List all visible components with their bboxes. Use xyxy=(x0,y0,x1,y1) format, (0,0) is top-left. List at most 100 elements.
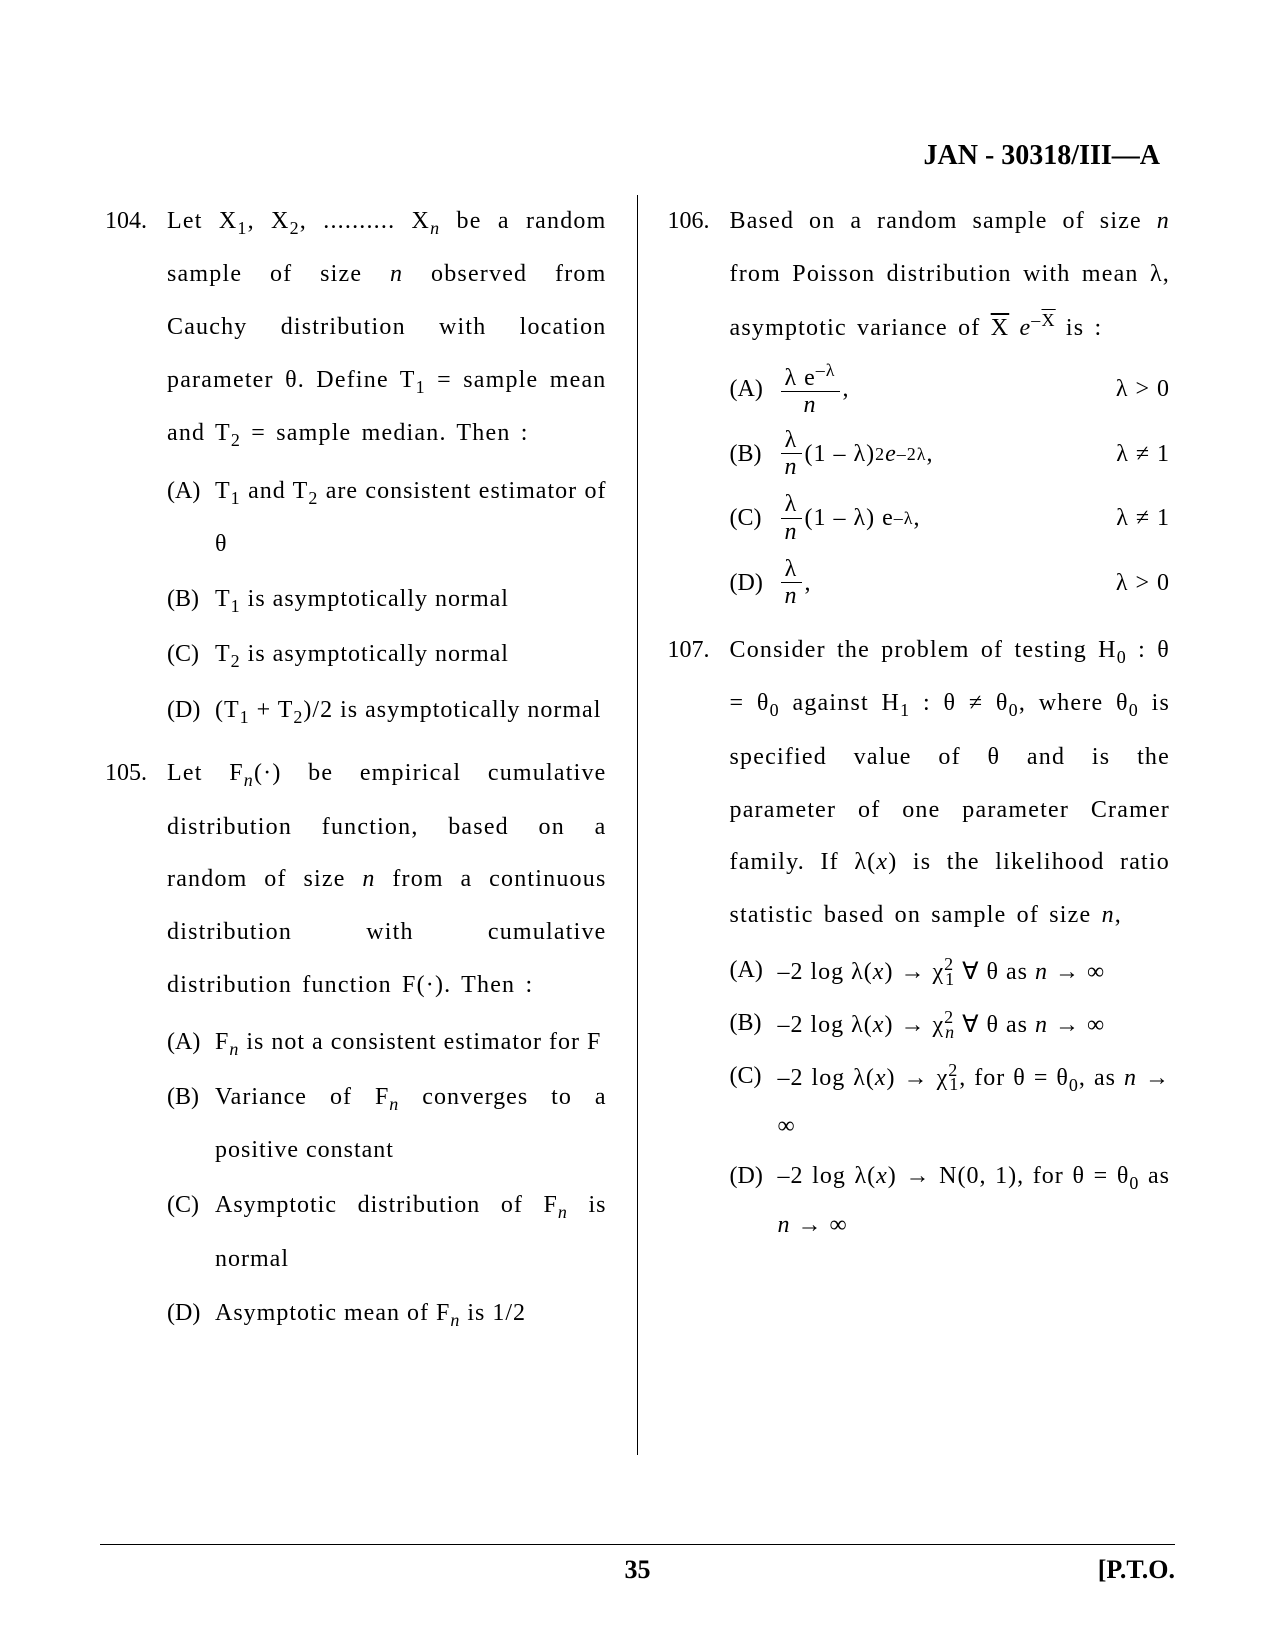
option-a: (A) T1 and T2 are consistent estimator o… xyxy=(167,465,607,571)
t: (T xyxy=(215,697,240,723)
t: against H xyxy=(780,690,900,716)
t: , xyxy=(1115,902,1122,928)
text-part: Let X xyxy=(167,208,237,234)
t: is 1/2 xyxy=(460,1300,526,1326)
content-area: 104. Let X1, X2, .......... Xn be a rand… xyxy=(100,195,1175,1455)
option-text: λ n , λ > 0 xyxy=(778,552,1171,614)
subscript: 0 xyxy=(770,700,780,720)
option-text: –2 log λ(x) → χ21, for θ = θ0, as n → ∞ xyxy=(778,1052,1171,1151)
t: Asymptotic mean of F xyxy=(215,1300,450,1326)
option-text: (T1 + T2)/2 is asymptotically normal xyxy=(215,684,607,737)
t: ) → χ xyxy=(884,1012,944,1038)
fraction: λ e–λ n xyxy=(781,361,840,419)
condition: λ > 0 xyxy=(1086,358,1170,420)
var-n: n xyxy=(390,261,403,287)
t: Asymptotic distribution of F xyxy=(215,1192,558,1218)
var-n: n xyxy=(1035,1012,1048,1038)
var-n: n xyxy=(362,866,375,892)
superscript: –λ xyxy=(816,360,836,380)
question-106: 106. Based on a random sample of size n … xyxy=(668,195,1171,616)
subscript: 0 xyxy=(1117,647,1127,667)
t: F xyxy=(215,1029,229,1055)
chi-sub-sup: 21 xyxy=(948,1065,959,1091)
numerator: λ xyxy=(781,491,802,518)
e: e xyxy=(885,423,897,485)
option-label: (C) xyxy=(730,1052,778,1151)
question-text: Let X1, X2, .......... Xn be a random sa… xyxy=(167,195,607,461)
t: ) → N(0, 1), for θ = θ xyxy=(888,1163,1130,1189)
page-number: 35 xyxy=(200,1555,1075,1585)
option-label: (B) xyxy=(167,573,215,626)
exam-page: JAN - 30318/III—A 104. Let X1, X2, .....… xyxy=(0,0,1275,1650)
option-a: (A) –2 log λ(x) → χ21 ∀ θ as n → ∞ xyxy=(730,946,1171,997)
fraction: λ n xyxy=(781,427,802,481)
subscript: 2 xyxy=(231,430,241,450)
var-x: x xyxy=(876,849,888,875)
option-text: Variance of Fn converges to a positive c… xyxy=(215,1071,607,1177)
option-text: –2 log λ(x) → χ21 ∀ θ as n → ∞ xyxy=(778,946,1171,997)
fraction: λ n xyxy=(781,491,802,545)
var-x: x xyxy=(876,1163,888,1189)
superscript: 2 xyxy=(875,431,885,478)
var-x: x xyxy=(873,959,885,985)
numerator: λ xyxy=(781,556,802,583)
subscript: 0 xyxy=(1069,1074,1079,1094)
option-label: (A) xyxy=(730,358,778,420)
option-text: λ n (1 – λ) e–λ, λ ≠ 1 xyxy=(778,487,1171,549)
var-n: n xyxy=(1035,959,1048,985)
option-text: T1 is asymptotically normal xyxy=(215,573,607,626)
question-number: 105. xyxy=(105,747,167,1343)
option-text: λ e–λ n , λ > 0 xyxy=(778,358,1171,420)
option-a: (A) Fn is not a consistent estimator for… xyxy=(167,1016,607,1069)
option-c: (C) –2 log λ(x) → χ21, for θ = θ0, as n … xyxy=(730,1052,1171,1151)
question-104: 104. Let X1, X2, .......... Xn be a rand… xyxy=(105,195,607,739)
t: Let F xyxy=(167,760,244,786)
subscript: 2 xyxy=(293,707,303,727)
option-c: (C) λ n (1 – λ) e–λ, λ ≠ 1 xyxy=(730,487,1171,549)
right-column: 106. Based on a random sample of size n … xyxy=(638,195,1176,1455)
subscript: 1 xyxy=(237,218,247,238)
option-b: (B) T1 is asymptotically normal xyxy=(167,573,607,626)
option-text: Asymptotic distribution of Fn is normal xyxy=(215,1179,607,1285)
page-footer: 35 [P.T.O. xyxy=(100,1544,1175,1585)
t: + T xyxy=(250,697,294,723)
subscript: 1 xyxy=(231,488,241,508)
left-column: 104. Let X1, X2, .......... Xn be a rand… xyxy=(100,195,638,1455)
superscript: –λ xyxy=(894,495,914,542)
question-text: Based on a random sample of size n from … xyxy=(730,195,1171,354)
subscript: 0 xyxy=(1129,700,1139,720)
question-body: Let X1, X2, .......... Xn be a random sa… xyxy=(167,195,607,739)
condition: λ ≠ 1 xyxy=(1086,487,1170,549)
t: –2 log λ( xyxy=(778,1065,875,1091)
question-107: 107. Consider the problem of testing H0 … xyxy=(668,624,1171,1251)
options: (A) Fn is not a consistent estimator for… xyxy=(167,1016,607,1341)
t: , for θ = θ xyxy=(959,1065,1069,1091)
t: (1 – λ) xyxy=(805,423,876,485)
superscript: –2λ xyxy=(897,431,927,478)
question-body: Based on a random sample of size n from … xyxy=(730,195,1171,616)
denominator: n xyxy=(781,454,802,480)
numerator: λ e–λ xyxy=(781,361,840,392)
option-label: (B) xyxy=(730,999,778,1050)
question-number: 104. xyxy=(105,195,167,739)
option-b: (B) –2 log λ(x) → χ2n ∀ θ as n → ∞ xyxy=(730,999,1171,1050)
option-text: λ n (1 – λ)2 e–2λ, λ ≠ 1 xyxy=(778,423,1171,485)
subscript: 1 xyxy=(240,707,250,727)
question-body: Let Fn(·) be empirical cumulative distri… xyxy=(167,747,607,1343)
option-label: (B) xyxy=(167,1071,215,1177)
option-label: (D) xyxy=(730,1152,778,1249)
subscript: 2 xyxy=(308,488,318,508)
t: : θ ≠ θ xyxy=(910,690,1008,716)
footer-left xyxy=(100,1555,200,1585)
t: ∀ θ as xyxy=(955,1012,1035,1038)
t: Based on a random sample of size xyxy=(730,208,1157,234)
fraction: λ n xyxy=(781,556,802,610)
subscript: 0 xyxy=(1129,1173,1139,1193)
superscript: –X xyxy=(1031,310,1055,330)
comma: , xyxy=(927,423,934,485)
comma: , xyxy=(805,552,812,614)
var-n: n xyxy=(1124,1065,1137,1091)
t: → ∞ xyxy=(791,1212,848,1238)
option-label: (C) xyxy=(730,487,778,549)
condition: λ ≠ 1 xyxy=(1086,423,1170,485)
